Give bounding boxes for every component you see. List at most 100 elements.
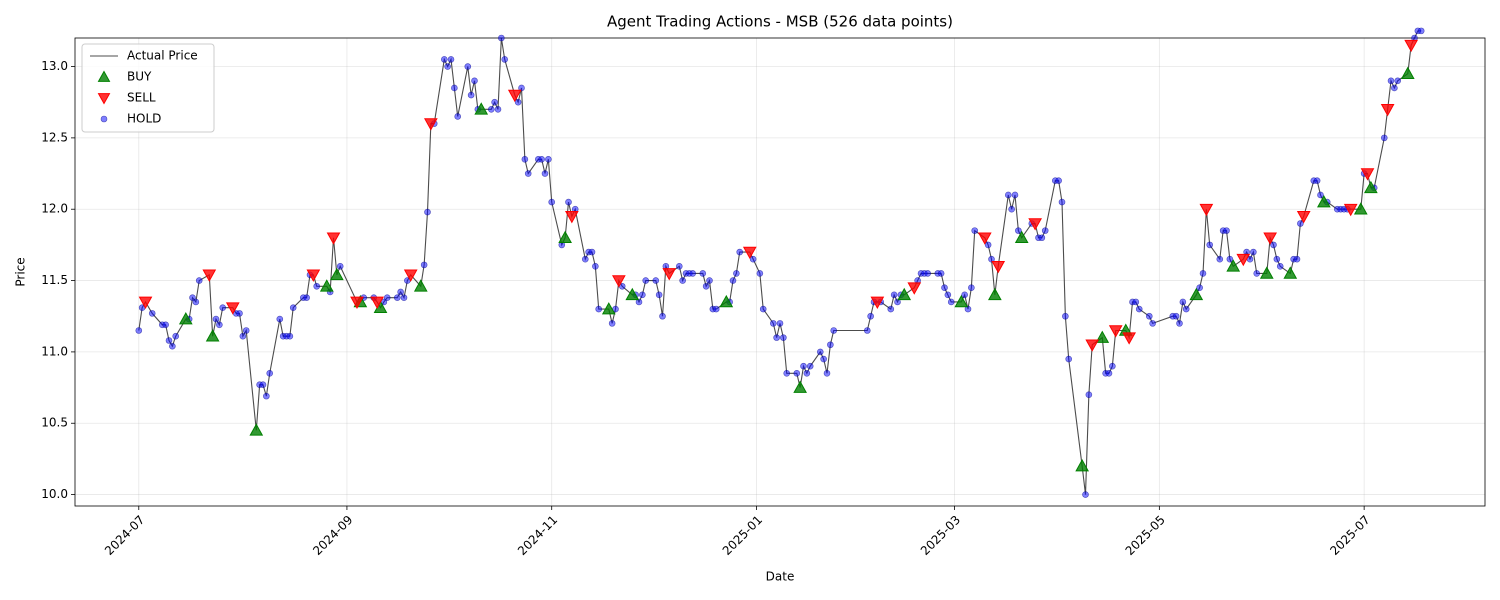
hold-marker [239,332,247,340]
sell-marker [1404,39,1418,53]
hold-marker [266,370,274,377]
hold-marker [242,327,250,334]
hold-marker [216,321,223,329]
buy-marker [625,287,640,301]
hold-marker [440,56,448,63]
hold-marker [1270,241,1277,249]
hold-marker [447,56,455,63]
buy-marker [1095,330,1110,343]
sell-marker [202,269,217,282]
sell-marker [565,211,579,224]
hold-marker [736,248,744,256]
hold-marker [827,341,834,349]
hold-marker [1041,227,1049,234]
hold-marker [1145,312,1153,320]
hold-marker [1313,177,1321,184]
sell-marker [1343,203,1358,217]
hold-marker [524,170,532,177]
x-axis-label: Date [766,570,795,584]
buy-marker [1259,266,1274,279]
chart-title: Agent Trading Actions - MSB (526 data po… [607,13,953,31]
hold-marker [219,304,227,311]
buy-marker [988,287,1002,301]
sell-marker [1199,203,1214,217]
hold-marker [1004,191,1012,199]
hold-marker [397,288,404,296]
hold-marker [944,291,952,299]
sell-marker [907,282,922,295]
hold-marker [655,291,663,299]
hold-marker [887,305,895,313]
hold-marker [1038,234,1046,242]
legend-box [81,43,215,133]
legend-swatch [97,93,111,105]
hold-marker [988,255,995,263]
hold-marker [971,227,979,234]
sell-marker [1380,104,1395,117]
plot-frame [74,37,1486,507]
legend-label: BUY [127,70,152,84]
sell-marker [742,246,757,260]
hold-marker [1223,227,1230,234]
buy-marker [954,294,969,308]
hold-marker [1199,270,1207,277]
hold-marker [424,208,431,216]
hold-marker [733,270,740,277]
buy-marker [719,294,734,308]
hold-marker [806,362,814,370]
hold-marker [1135,305,1143,313]
hold-marker [1226,255,1234,263]
hold-marker [729,277,737,284]
hold-marker [471,77,478,85]
buy-marker [897,287,912,301]
buy-marker [330,267,344,281]
hold-marker [706,277,713,284]
hold-marker [699,270,707,277]
legend-swatch [97,70,111,82]
sell-marker [306,269,321,282]
hold-marker [749,255,757,263]
sell-marker [403,269,418,282]
y-tick-label: 11.5 [41,273,68,287]
hold-marker [1317,191,1324,199]
hold-marker [941,284,948,291]
hold-marker [1253,270,1261,277]
hold-marker [162,321,169,329]
hold-marker [608,320,616,327]
y-tick-label: 10.5 [41,416,68,430]
hold-marker [759,305,767,313]
hold-marker [1276,262,1284,270]
hold-marker [169,342,176,350]
hold-marker [236,310,243,317]
hold-marker [1417,27,1425,35]
hold-marker [1008,205,1015,213]
hold-marker [1058,198,1066,206]
hold-marker [383,294,391,301]
hold-marker [823,370,831,377]
y-axis-label: Price [14,257,28,286]
buy-marker [1283,266,1298,279]
hold-marker [1297,220,1304,227]
hold-marker [1172,312,1180,320]
hold-marker [712,305,720,313]
hold-marker [148,310,156,317]
hold-marker [1387,77,1395,85]
sell-marker [991,260,1006,274]
hold-marker [702,282,710,290]
hold-marker [259,381,267,389]
hold-marker [444,63,451,70]
hold-marker [1293,255,1301,263]
buy-marker [1014,230,1029,244]
hold-marker [968,284,975,291]
buy-marker [1226,259,1241,272]
hold-marker [494,106,502,113]
y-tick-label: 10.0 [41,487,68,501]
hold-marker [1179,298,1187,306]
sell-marker [1296,211,1311,224]
hold-marker [1196,284,1203,291]
sell-marker [1085,339,1100,352]
hold-marker [1380,134,1388,142]
